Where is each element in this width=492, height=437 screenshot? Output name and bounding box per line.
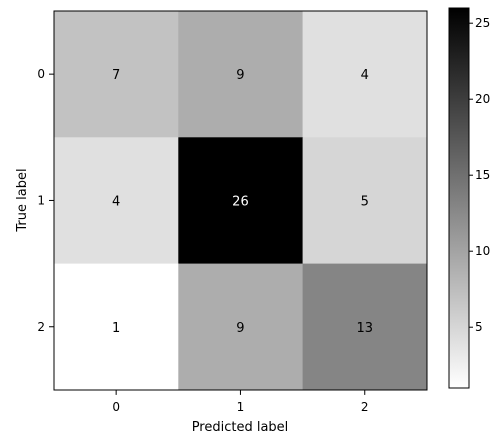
x-axis-ticks: 0 1 2: [112, 389, 369, 414]
y-tick-label: 1: [37, 193, 45, 207]
x-tick-label: 2: [361, 400, 369, 414]
x-axis-label: Predicted label: [192, 420, 289, 435]
colorbar-tick-label: 25: [475, 16, 490, 30]
heatmap-cell: [302, 137, 428, 265]
y-axis-ticks: 0 1 2: [37, 67, 54, 334]
cell-value-label: 4: [112, 194, 120, 209]
heatmap-cells: [54, 11, 428, 391]
heatmap-cell: [178, 263, 304, 391]
colorbar-tick-label: 15: [475, 168, 490, 182]
colorbar-tick-label: 10: [475, 244, 490, 258]
cell-value-label: 9: [236, 321, 244, 336]
colorbar-ticks: 5 10 15 20 25: [469, 16, 490, 334]
heatmap-cell: [54, 11, 179, 138]
cell-value-label: 26: [232, 194, 249, 209]
heatmap-cell: [302, 11, 428, 138]
colorbar-tick-label: 20: [475, 92, 490, 106]
x-tick-label: 0: [112, 400, 120, 414]
cell-value-label: 1: [112, 321, 120, 336]
cell-value-label: 5: [361, 194, 369, 209]
colorbar-tick-label: 5: [475, 320, 483, 334]
cell-value-label: 13: [356, 321, 373, 336]
cell-value-label: 7: [112, 68, 120, 83]
colorbar: [448, 7, 470, 389]
heatmap-cell: [54, 263, 179, 391]
y-tick-label: 2: [37, 320, 45, 334]
y-axis-label: True label: [15, 168, 30, 232]
y-tick-label: 0: [37, 67, 45, 81]
heatmap-cell: [178, 11, 304, 138]
heatmap-cell: [54, 137, 179, 265]
heatmap-cell: [178, 137, 304, 265]
cell-value-label: 4: [361, 68, 369, 83]
cell-value-labels: 7 9 4 4 26 5 1 9 13: [112, 68, 373, 336]
cell-value-label: 9: [236, 68, 244, 83]
heatmap-cell: [302, 263, 428, 391]
x-tick-label: 1: [237, 400, 245, 414]
